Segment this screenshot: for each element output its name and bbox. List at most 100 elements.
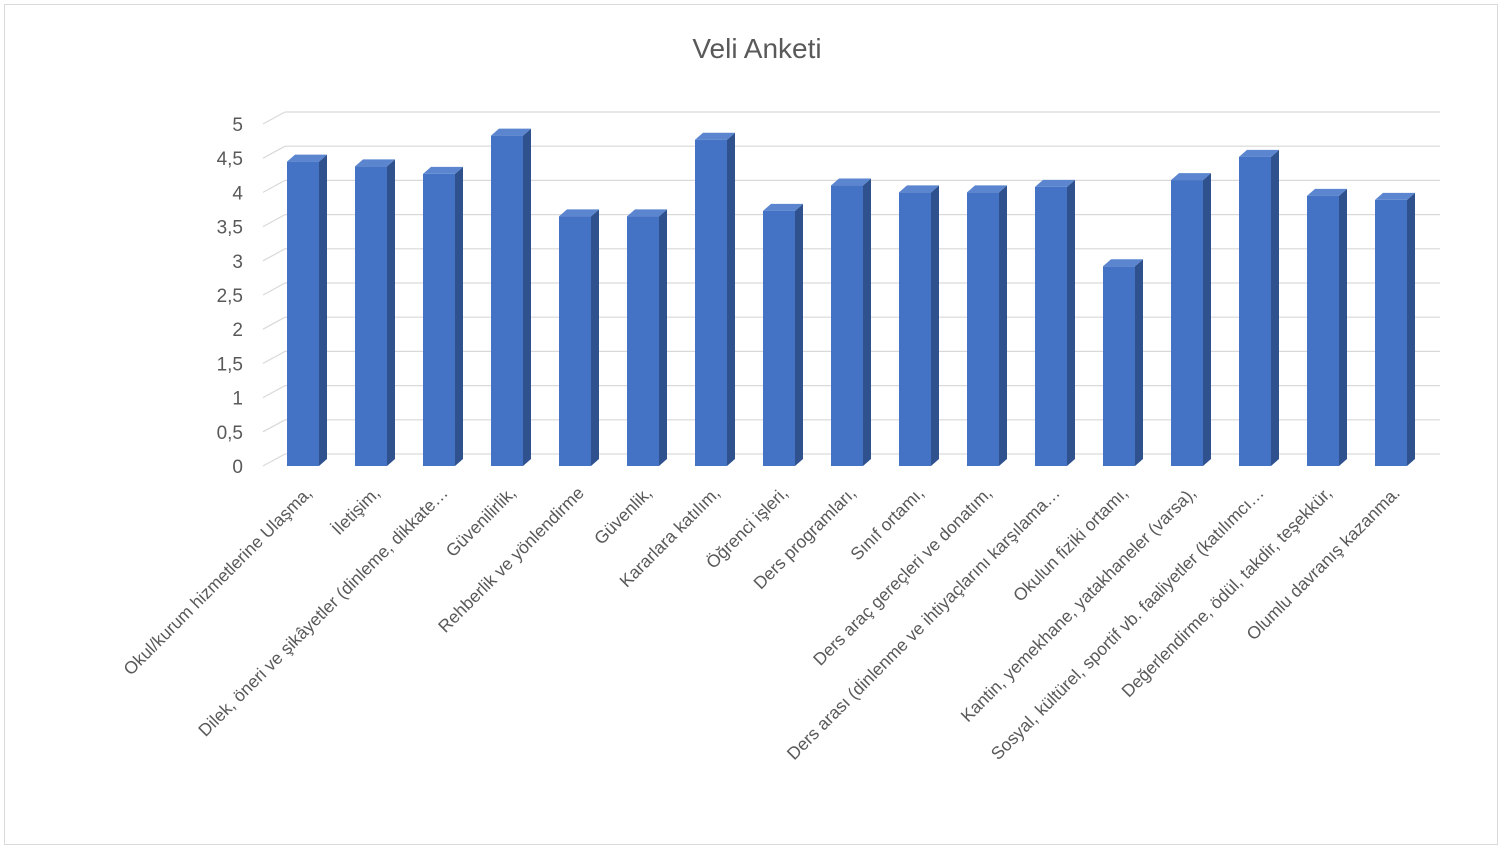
y-tick-label: 0,5 <box>217 423 243 444</box>
bar-front <box>899 192 931 466</box>
bar-front <box>1103 266 1135 466</box>
bar-side <box>523 128 531 467</box>
gridline-depth <box>262 248 286 262</box>
gridline-depth <box>262 350 286 364</box>
bar-side <box>931 185 939 466</box>
bar <box>1307 188 1347 466</box>
bar <box>899 185 939 466</box>
gridline-depth <box>262 419 286 433</box>
bar-top <box>559 209 599 217</box>
y-tick-label: 4,5 <box>217 149 243 170</box>
bar-top <box>423 166 463 174</box>
bar-top <box>355 159 395 167</box>
bar-side <box>1067 179 1075 467</box>
bar <box>355 159 395 466</box>
gridline-depth <box>262 214 286 228</box>
bar-side <box>1339 188 1347 466</box>
bar-front <box>491 135 523 467</box>
bar-side <box>455 166 463 466</box>
bar-top <box>967 185 1007 193</box>
bar <box>559 209 599 466</box>
bar-front <box>355 166 387 466</box>
bar-side <box>999 185 1007 466</box>
y-tick-label: 4 <box>232 183 243 204</box>
bar <box>763 203 803 467</box>
bar <box>1239 149 1279 466</box>
bar <box>831 178 871 466</box>
y-tick-label: 1,5 <box>217 354 243 375</box>
y-tick-label: 0 <box>232 457 243 478</box>
y-tick-label: 1 <box>232 389 243 410</box>
chart-title: Veli Anketi <box>692 33 821 64</box>
bar-side <box>1407 192 1415 466</box>
gridline-depth <box>262 385 286 399</box>
bar-side <box>319 154 327 466</box>
bar-front <box>627 216 659 466</box>
bar-top <box>491 128 531 136</box>
x-tick-label: Dilek, öneri ve şikâyetler (dinleme, dik… <box>194 483 452 741</box>
gridline-depth <box>262 316 286 330</box>
bar-top <box>627 209 667 217</box>
bar <box>627 209 667 466</box>
bar-front <box>1035 186 1067 467</box>
bar-top <box>1375 192 1415 200</box>
bar-side <box>795 203 803 467</box>
y-axis-ticks: 0 0,5 1 1,5 2 2,5 3 3,5 4 4,5 5 <box>217 115 244 478</box>
bar-top <box>1239 149 1279 157</box>
bar-front <box>1239 156 1271 466</box>
bar <box>287 154 327 466</box>
bar-front <box>831 185 863 466</box>
gridline-depth <box>262 453 286 467</box>
bar-front <box>1171 180 1203 466</box>
bar-top <box>1035 179 1075 187</box>
bar <box>1035 179 1075 467</box>
bar-front <box>967 192 999 466</box>
y-tick-label: 3,5 <box>217 218 243 239</box>
bars <box>287 128 1415 467</box>
bar-front <box>1307 195 1339 466</box>
gridline-depth <box>262 179 286 193</box>
bar-top <box>1171 173 1211 181</box>
bar-side <box>1203 173 1211 466</box>
bar-front <box>763 210 795 466</box>
bar-front <box>695 139 727 466</box>
bar-top <box>763 203 803 211</box>
bar <box>967 185 1007 466</box>
bar-side <box>727 132 735 466</box>
bar-top <box>1103 259 1143 267</box>
x-tick-label: Rehberlik ve yönlendirme <box>434 483 588 637</box>
bar-side <box>1135 259 1143 466</box>
bar-side <box>387 159 395 466</box>
bar-side <box>659 209 667 466</box>
bar-front <box>423 173 455 466</box>
y-tick-label: 5 <box>232 115 243 136</box>
y-tick-label: 2,5 <box>217 286 243 307</box>
bar <box>1171 173 1211 466</box>
bar-front <box>287 161 319 466</box>
bar <box>695 132 735 466</box>
bar-front <box>1375 199 1407 466</box>
bar-top <box>831 178 871 186</box>
bar <box>1103 259 1143 466</box>
bar <box>1375 192 1415 466</box>
x-tick-label: Kantin, yemekhane, yatakhaneler (varsa), <box>957 483 1200 726</box>
x-tick-label: Okulun fiziki ortamı, <box>1009 483 1132 606</box>
bar <box>423 166 463 466</box>
y-tick-label: 3 <box>232 252 243 273</box>
x-axis-labels: Okul/kurum hizmetlerine Ulaşma, İletişim,… <box>119 483 1403 764</box>
bar <box>491 128 531 467</box>
bar-top <box>287 154 327 162</box>
y-tick-label: 2 <box>232 320 243 341</box>
bar-side <box>863 178 871 466</box>
bar-top <box>695 132 735 140</box>
bar-front <box>559 216 591 466</box>
bar-side <box>591 209 599 466</box>
bar-top <box>1307 188 1347 196</box>
x-tick-label: Güvenlik, <box>590 483 656 549</box>
gridline-depth <box>262 282 286 296</box>
gridline-depth <box>262 111 286 125</box>
bar-side <box>1271 149 1279 466</box>
bar-top <box>899 185 939 193</box>
x-tick-label: İletişim, <box>328 483 384 539</box>
